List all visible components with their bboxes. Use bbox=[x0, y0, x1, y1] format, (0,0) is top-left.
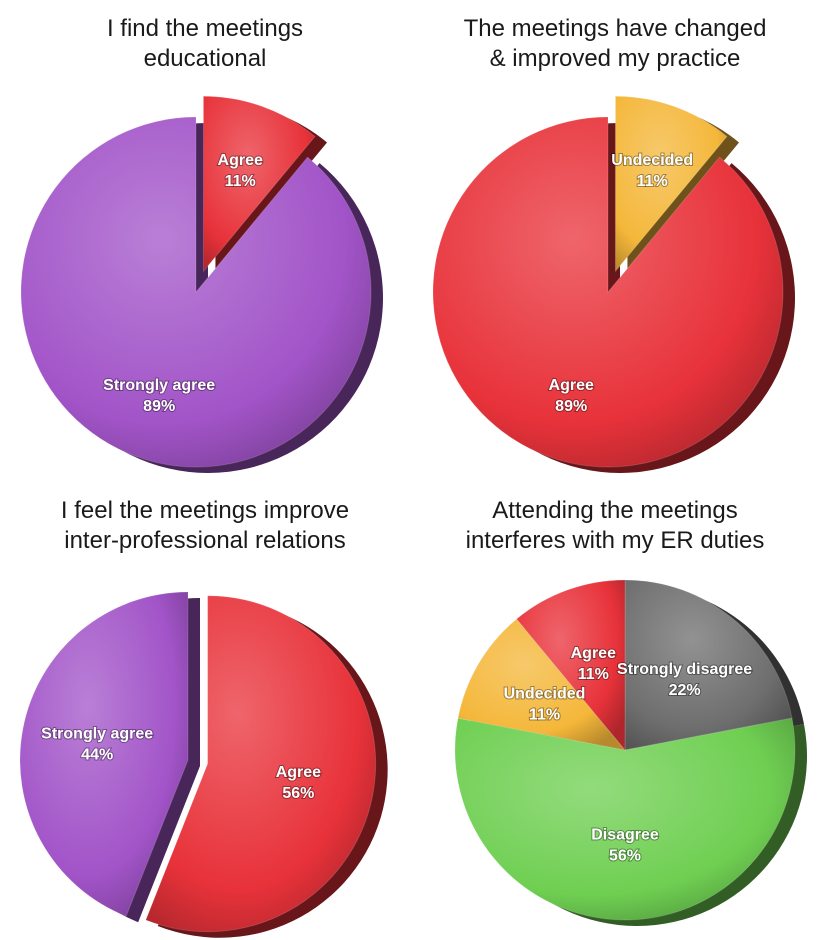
pie-slice-label-disagree: Disagree bbox=[591, 827, 659, 844]
pie-labels: Undecided 11% Agree 89% bbox=[548, 151, 695, 416]
chart-title-line-1: I find the meetings bbox=[106, 15, 304, 42]
pie-slice-undecided bbox=[614, 95, 728, 273]
pie-slice-undecided bbox=[457, 618, 627, 751]
pie-slices bbox=[20, 95, 372, 468]
pie-labels: Agree 11% Strongly agree 89% bbox=[102, 151, 264, 416]
chart-title-line-1: I feel the meetings improve bbox=[60, 497, 350, 524]
pie-slice-value-undecided: 11% bbox=[529, 706, 560, 723]
chart-title: The meetings have changed & improved my … bbox=[410, 14, 820, 74]
pie-slice-agree bbox=[145, 595, 377, 933]
pie-slice-value-undecided: 11% bbox=[637, 173, 668, 190]
pie-slice-agree bbox=[515, 579, 626, 752]
pie-slices bbox=[432, 95, 784, 468]
pie-slice-label-strongly-disagree: Strongly disagree bbox=[617, 661, 752, 678]
pie-slices bbox=[454, 579, 796, 921]
pie-slice-strongly-agree bbox=[19, 591, 189, 917]
pie-chart-interprofessional: Agree 56% Strongly agree 44% bbox=[19, 591, 388, 938]
pie-labels: Agree 56% Strongly agree 44% bbox=[40, 725, 322, 803]
pie-slice-strongly-agree bbox=[20, 116, 372, 468]
pie-slice-label-agree: Agree bbox=[218, 152, 263, 169]
pie-slice-label-agree: Agree bbox=[571, 645, 616, 662]
pie-slice-label-agree: Agree bbox=[549, 377, 594, 394]
chart-title-line-2: educational bbox=[143, 45, 267, 72]
pie-slice-value-strongly-agree: 44% bbox=[81, 747, 113, 764]
chart-title-line-1: The meetings have changed bbox=[463, 15, 767, 42]
pie-slice-value-agree: 89% bbox=[555, 398, 587, 415]
pie-slice-label-undecided: Undecided bbox=[611, 152, 693, 169]
chart-title-line-1: Attending the meetings bbox=[492, 497, 738, 524]
chart-title-line-2: & improved my practice bbox=[489, 45, 741, 72]
pie-slice-strongly-disagree bbox=[624, 579, 793, 751]
pie-slice-value-agree: 56% bbox=[282, 785, 314, 802]
pie-chart-er-duties: Strongly disagree 22% Disagree 56% Undecided… bbox=[454, 579, 807, 926]
pie-labels: Strongly disagree 22% Disagree 56% Undecided… bbox=[503, 644, 754, 866]
chart-title-line-2: interferes with my ER duties bbox=[465, 527, 765, 554]
chart-title: Attending the meetings interferes with m… bbox=[410, 496, 820, 556]
pie-chart-changed-practice: Undecided 11% Agree 89% bbox=[432, 95, 796, 474]
chart-panel-educational: I find the meetings educational Agree 11%… bbox=[0, 0, 410, 473]
pie-slice-disagree bbox=[454, 717, 796, 921]
pie-slice-label-strongly-agree: Strongly agree bbox=[103, 377, 215, 394]
pie-slice-agree bbox=[432, 116, 784, 468]
pie-slice-label-agree: Agree bbox=[276, 764, 321, 781]
pie-chart-educational: Agree 11% Strongly agree 89% bbox=[20, 95, 384, 473]
pie-slice-value-strongly-agree: 89% bbox=[143, 398, 175, 415]
chart-title: I find the meetings educational bbox=[0, 14, 410, 74]
chart-panel-interprofessional: I feel the meetings improve inter-profes… bbox=[0, 470, 410, 940]
chart-panel-er-duties: Attending the meetings interferes with m… bbox=[410, 470, 820, 940]
chart-title: I feel the meetings improve inter-profes… bbox=[0, 496, 410, 556]
chart-panel-changed-practice: The meetings have changed & improved my … bbox=[410, 0, 820, 474]
pie-slice-value-strongly-disagree: 22% bbox=[669, 682, 701, 699]
pie-slice-value-disagree: 56% bbox=[609, 848, 641, 865]
pie-slice-label-undecided: Undecided bbox=[504, 685, 586, 702]
pie-slice-value-agree: 11% bbox=[225, 173, 256, 190]
pie-slice-agree bbox=[202, 95, 316, 273]
pie-slices bbox=[19, 591, 377, 933]
chart-title-line-2: inter-professional relations bbox=[64, 527, 346, 554]
pie-slice-label-strongly-agree: Strongly agree bbox=[41, 726, 153, 743]
pie-slice-value-agree: 11% bbox=[578, 666, 609, 683]
